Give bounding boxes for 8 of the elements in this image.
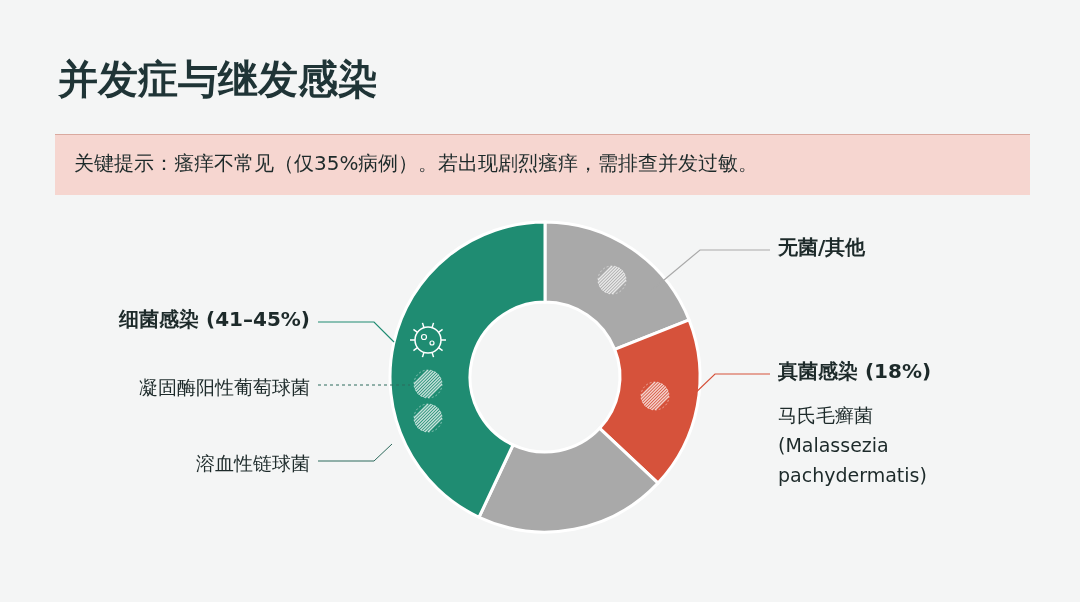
text: 马氏毛癣菌 (Malassezia pachydermatis) bbox=[778, 403, 928, 488]
slice-label: 细菌感染 (41–45%) bbox=[119, 306, 310, 333]
chart-title: 并发症与继发感染 bbox=[58, 55, 378, 104]
text: 溶血性链球菌 bbox=[195, 451, 310, 476]
slice-label: 无菌/其他 bbox=[778, 234, 866, 261]
slice-label: 真菌感染 (18%) bbox=[778, 358, 932, 385]
text: 凝固酶阳性葡萄球菌 bbox=[138, 375, 310, 400]
chart-subtitle: 关键提示：瘙痒不常见（仅35%病例）。若出现剧烈瘙痒，需排查并发过敏。 bbox=[74, 150, 759, 177]
